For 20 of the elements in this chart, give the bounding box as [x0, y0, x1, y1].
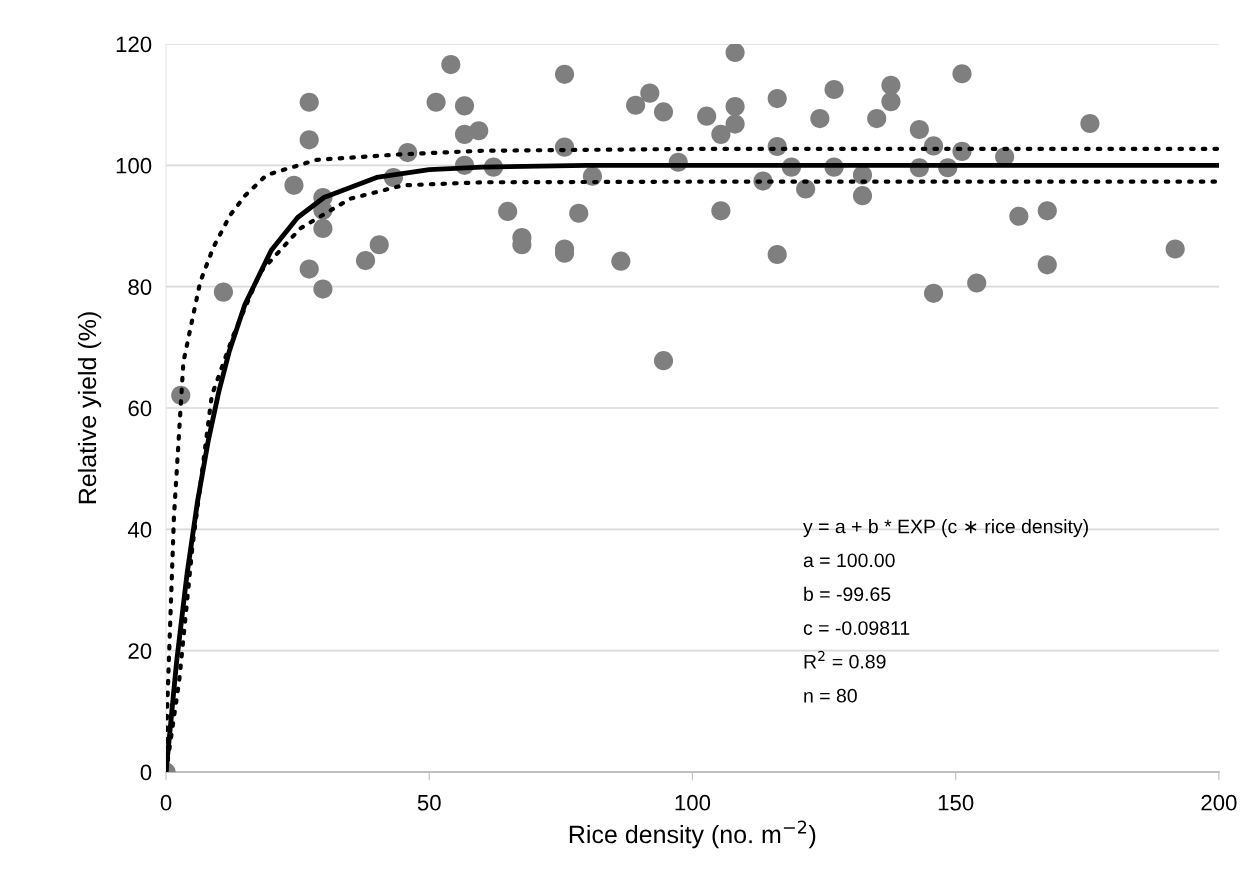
y-tick-label: 100 — [116, 157, 152, 174]
y-tick-label: 60 — [128, 400, 152, 417]
y-tick-label: 120 — [116, 36, 152, 53]
annotation: R$^{2}$ = 0.89 — [804, 650, 886, 669]
y-axis-title: Relative yield (%) — [77, 312, 102, 504]
annotation: n = 80 — [804, 688, 857, 703]
x-tick-label: 50 — [417, 794, 441, 811]
annotation: y = a + b * EXP (c ∗ rice density) — [803, 519, 1088, 538]
y-tick-label: 0 — [140, 764, 152, 781]
x-tick-label: 200 — [1201, 794, 1237, 811]
y-tick-label: 20 — [128, 643, 152, 659]
y-tick-label: 80 — [128, 279, 152, 295]
y-tick-label: 40 — [127, 521, 152, 538]
x-tick-label: 150 — [938, 794, 974, 811]
x-axis-title: Rice density (no. m$^{−2}$) — [569, 820, 816, 849]
x-tick-label: 100 — [675, 794, 711, 811]
annotation: a = 100.00 — [803, 553, 895, 568]
annotation: c = -0.09811 — [803, 621, 910, 635]
x-tick-label: 0 — [160, 794, 172, 811]
annotation: b = -99.65 — [804, 586, 891, 602]
